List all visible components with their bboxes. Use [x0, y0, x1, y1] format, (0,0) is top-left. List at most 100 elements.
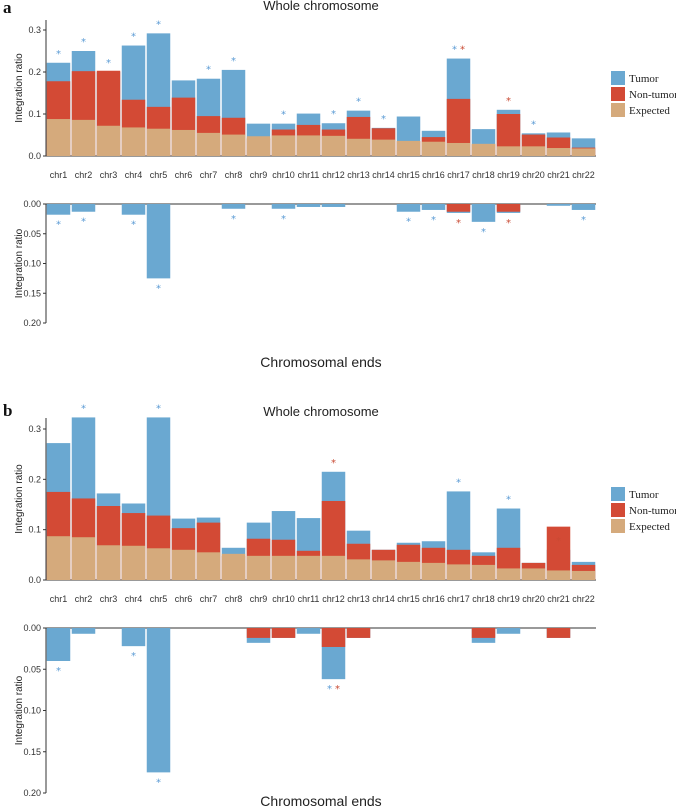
- bar-expected-chr20: [521, 146, 546, 156]
- category-label: chr20: [522, 170, 545, 180]
- y-axis-label: Integration ratio: [14, 464, 25, 534]
- bar-nontumor-chr21: [546, 526, 571, 580]
- bar-expected-chr5: [146, 128, 171, 156]
- y-tick-label: 0.1: [28, 109, 41, 119]
- bar-expected-chr7: [196, 132, 221, 156]
- ends-y-tick-label: 0.00: [23, 199, 41, 209]
- significance-star-blue: *: [156, 19, 161, 30]
- bar-expected-chr12: [321, 555, 346, 580]
- bar-expected-chr17: [446, 142, 471, 156]
- bar-expected-chr7: [196, 552, 221, 580]
- ends-y-tick-label: 0.20: [23, 318, 41, 328]
- category-label: chr15: [397, 594, 420, 604]
- bar-expected-chr11: [296, 135, 321, 156]
- category-label: chr5: [150, 170, 168, 180]
- bar-expected-chr5: [146, 548, 171, 580]
- ends-bar-nontumor-chr17: [446, 204, 471, 212]
- y-tick-label: 0.0: [28, 575, 41, 585]
- bar-expected-chr13: [346, 138, 371, 156]
- category-label: chr4: [125, 594, 143, 604]
- category-label: chr10: [272, 170, 295, 180]
- ends-significance-star-blue: *: [56, 220, 61, 231]
- category-label: chr12: [322, 594, 345, 604]
- panel-label: a: [3, 0, 12, 17]
- category-label: chr19: [497, 594, 520, 604]
- ends-significance-star-blue: *: [281, 214, 286, 225]
- category-label: chr9: [250, 170, 268, 180]
- ends-significance-star-blue: *: [327, 684, 332, 695]
- chart-title: Whole chromosome: [263, 404, 379, 419]
- ends-bar-tumor-chr1: [46, 628, 71, 661]
- category-label: chr10: [272, 594, 295, 604]
- legend-label: Tumor: [629, 489, 659, 501]
- ends-bar-tumor-chr2: [71, 204, 96, 212]
- category-label: chr8: [225, 170, 243, 180]
- bar-expected-chr6: [171, 129, 196, 156]
- significance-star-blue: *: [81, 403, 86, 414]
- significance-star-red: *: [460, 45, 465, 56]
- significance-star-blue: *: [156, 403, 161, 414]
- ends-y-tick-label: 0.20: [23, 788, 41, 798]
- bar-expected-chr22: [571, 148, 596, 156]
- legend-swatch-non-tumor: [611, 503, 625, 517]
- bar-expected-chr20: [521, 568, 546, 580]
- bar-expected-chr15: [396, 140, 421, 156]
- category-label: chr18: [472, 170, 495, 180]
- significance-star-blue: *: [281, 110, 286, 121]
- ends-bar-tumor-chr21: [546, 204, 571, 206]
- ends-y-axis-label: Integration ratio: [14, 675, 25, 745]
- category-label: chr17: [447, 594, 470, 604]
- ends-bar-nontumor-chr9: [246, 628, 271, 638]
- category-label: chr1: [50, 170, 68, 180]
- bar-expected-chr10: [271, 555, 296, 580]
- legend-label: Expected: [629, 105, 670, 117]
- ends-significance-star-blue: *: [81, 217, 86, 228]
- ends-y-tick-label: 0.05: [23, 664, 41, 674]
- ends-bar-tumor-chr1: [46, 204, 71, 215]
- ends-y-tick-label: 0.15: [23, 288, 41, 298]
- legend-label: Expected: [629, 521, 670, 533]
- ends-significance-star-red: *: [456, 218, 461, 229]
- bar-expected-chr3: [96, 545, 121, 580]
- legend-label: Tumor: [629, 73, 659, 85]
- significance-star-blue: *: [452, 45, 457, 56]
- ends-bar-nontumor-chr10: [271, 628, 296, 638]
- ends-y-tick-label: 0.05: [23, 229, 41, 239]
- category-label: chr7: [200, 594, 218, 604]
- category-label: chr16: [422, 594, 445, 604]
- panel-b: b Whole chromosome 0.0 0.1 0.2 0.3 Integration…: [3, 401, 676, 809]
- bar-expected-chr14: [371, 560, 396, 580]
- bar-expected-chr15: [396, 561, 421, 580]
- category-label: chr20: [522, 594, 545, 604]
- bar-expected-chr17: [446, 564, 471, 580]
- ends-y-axis-label: Integration ratio: [14, 228, 25, 298]
- category-label: chr16: [422, 170, 445, 180]
- category-label: chr18: [472, 594, 495, 604]
- ends-y-tick-label: 0.10: [23, 706, 41, 716]
- ends-bar-tumor-chr11: [296, 204, 321, 207]
- panel-label: b: [3, 401, 12, 420]
- ends-bar-tumor-chr8: [221, 204, 246, 209]
- ends-bar-tumor-chr15: [396, 204, 421, 212]
- panel-a: a Whole chromosome 0.0 0.1 0.2 0.3 Integration…: [3, 0, 676, 370]
- bar-expected-chr13: [346, 559, 371, 580]
- bar-expected-chr1: [46, 536, 71, 580]
- bar-expected-chr16: [421, 141, 446, 156]
- bar-expected-chr9: [246, 136, 271, 156]
- significance-star-blue: *: [506, 495, 511, 506]
- bar-expected-chr21: [546, 570, 571, 580]
- legend-swatch-expected: [611, 519, 625, 533]
- ends-bar-tumor-chr16: [421, 204, 446, 210]
- category-label: chr22: [572, 170, 595, 180]
- ends-significance-star-blue: *: [56, 666, 61, 677]
- category-label: chr17: [447, 170, 470, 180]
- ends-bar-tumor-chr11: [296, 628, 321, 634]
- category-label: chr5: [150, 594, 168, 604]
- bar-expected-chr1: [46, 119, 71, 156]
- significance-star-blue: *: [206, 65, 211, 76]
- bar-expected-chr12: [321, 135, 346, 156]
- bar-expected-chr4: [121, 545, 146, 580]
- ends-significance-star-blue: *: [581, 215, 586, 226]
- ends-bar-nontumor-chr21: [546, 628, 571, 638]
- ends-significance-star-blue: *: [431, 215, 436, 226]
